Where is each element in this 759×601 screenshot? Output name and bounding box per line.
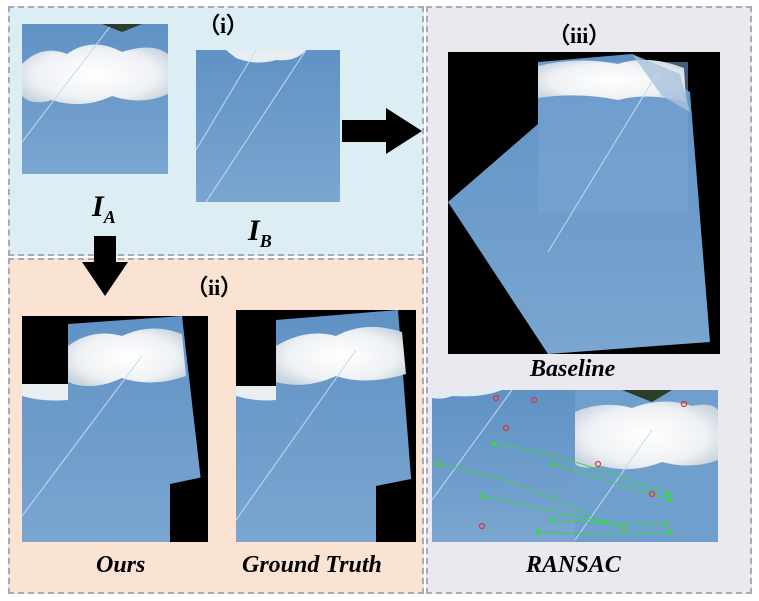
image-ground-truth bbox=[236, 310, 416, 542]
panel-i-label: （i） bbox=[198, 13, 249, 38]
caption-baseline: Baseline bbox=[530, 356, 616, 382]
caption-ours: Ours bbox=[96, 552, 146, 578]
panel-ii-label: （ii） bbox=[186, 275, 243, 300]
arrow-down-icon bbox=[82, 236, 128, 296]
image-a-label: IA bbox=[92, 190, 116, 228]
panel-iii-label: （iii） bbox=[548, 23, 611, 48]
image-b-label: IB bbox=[248, 214, 272, 252]
image-ours bbox=[22, 316, 208, 542]
image-a bbox=[22, 24, 168, 174]
image-b bbox=[196, 50, 340, 202]
caption-ground-truth: Ground Truth bbox=[242, 552, 382, 578]
image-b-letter: I bbox=[248, 214, 260, 247]
image-baseline bbox=[448, 52, 720, 354]
image-a-subscript: A bbox=[103, 207, 116, 227]
image-ransac bbox=[432, 390, 718, 542]
image-b-subscript: B bbox=[259, 231, 272, 251]
arrow-right-icon bbox=[342, 108, 422, 154]
caption-ransac: RANSAC bbox=[526, 552, 621, 578]
image-a-letter: I bbox=[92, 190, 104, 223]
